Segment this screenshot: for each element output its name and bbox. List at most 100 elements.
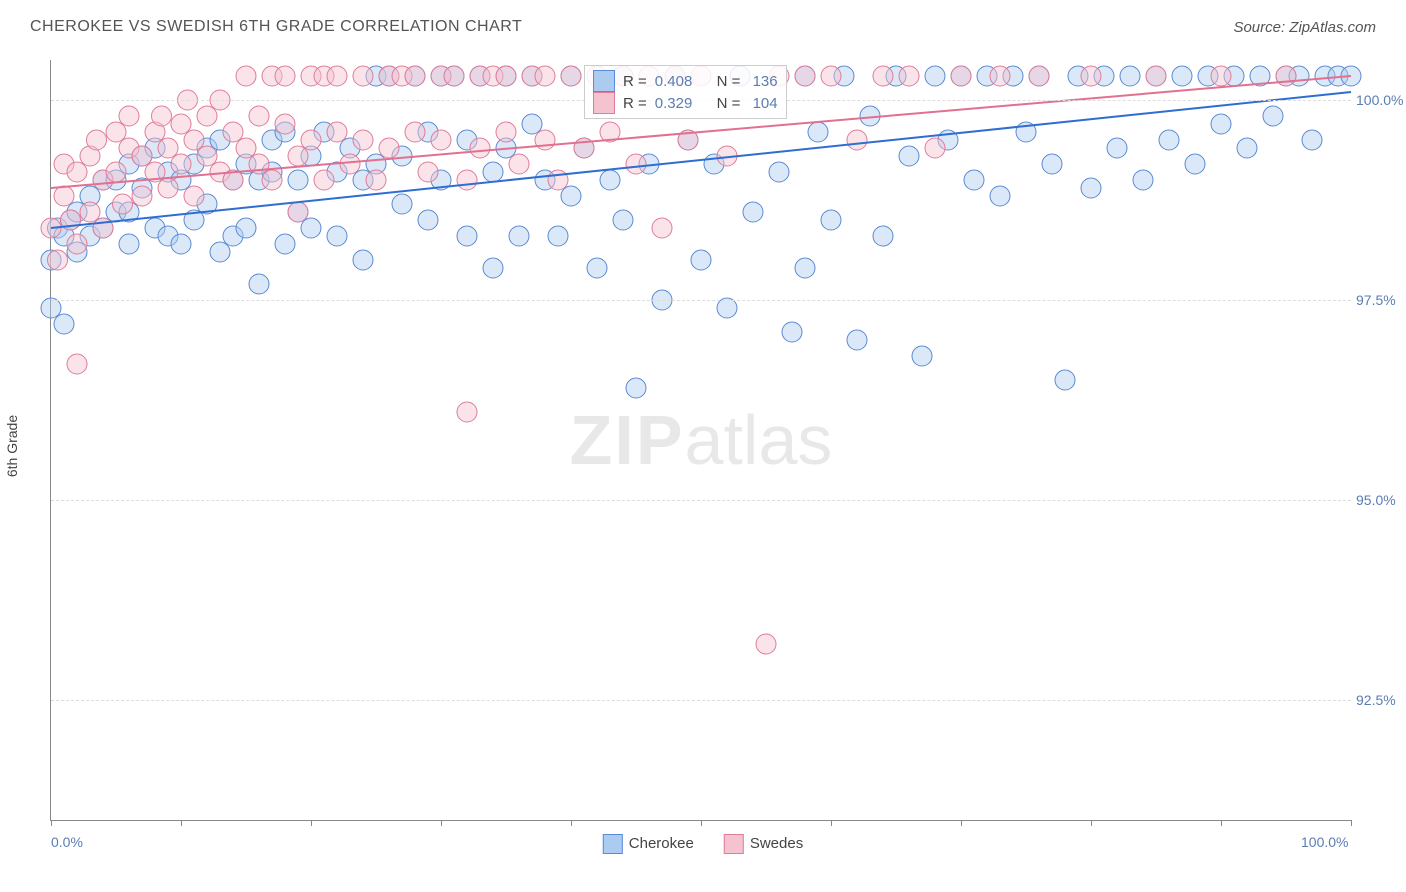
data-point [990, 66, 1010, 86]
data-point [1211, 66, 1231, 86]
data-point [1133, 170, 1153, 190]
data-point [275, 234, 295, 254]
data-point [457, 170, 477, 190]
stats-row: R =0.408 N = 136 [593, 70, 778, 92]
data-point [925, 66, 945, 86]
data-point [1211, 114, 1231, 134]
x-tick [311, 820, 312, 826]
x-tick-label: 0.0% [51, 834, 83, 850]
x-tick [181, 820, 182, 826]
data-point [795, 66, 815, 86]
data-point [535, 66, 555, 86]
data-point [353, 130, 373, 150]
data-point [470, 138, 490, 158]
data-point [444, 66, 464, 86]
data-point [600, 170, 620, 190]
stat-n-label: N = [717, 95, 741, 112]
stat-n-label: N = [717, 73, 741, 90]
data-point [158, 178, 178, 198]
data-point [1263, 106, 1283, 126]
data-point [1081, 178, 1101, 198]
data-point [1172, 66, 1192, 86]
stats-swatch [593, 70, 615, 92]
plot-area: ZIPatlas 92.5%95.0%97.5%100.0%0.0%100.0%… [50, 60, 1351, 821]
data-point [67, 234, 87, 254]
data-point [1237, 138, 1257, 158]
data-point [743, 202, 763, 222]
data-point [249, 106, 269, 126]
x-tick [571, 820, 572, 826]
data-point [821, 66, 841, 86]
data-point [418, 162, 438, 182]
data-point [951, 66, 971, 86]
data-point [873, 66, 893, 86]
stats-swatch [593, 92, 615, 114]
data-point [1029, 66, 1049, 86]
data-point [1120, 66, 1140, 86]
y-tick-label: 92.5% [1356, 692, 1406, 708]
data-point [184, 186, 204, 206]
y-tick-label: 100.0% [1356, 92, 1406, 108]
data-point [54, 314, 74, 334]
legend-label: Cherokee [629, 835, 694, 852]
legend-item: Cherokee [603, 834, 694, 854]
data-point [483, 162, 503, 182]
data-point [899, 66, 919, 86]
data-point [262, 170, 282, 190]
bottom-legend: Cherokee Swedes [603, 834, 803, 854]
legend-item: Swedes [724, 834, 803, 854]
data-point [548, 170, 568, 190]
data-point [171, 234, 191, 254]
data-point [1302, 130, 1322, 150]
data-point [41, 298, 61, 318]
x-tick [1351, 820, 1352, 826]
data-point [288, 170, 308, 190]
data-point [1055, 370, 1075, 390]
data-point [236, 218, 256, 238]
data-point [119, 106, 139, 126]
data-point [847, 130, 867, 150]
data-point [80, 202, 100, 222]
data-point [87, 130, 107, 150]
x-tick-label: 100.0% [1301, 834, 1348, 850]
data-point [249, 274, 269, 294]
data-point [353, 250, 373, 270]
data-point [197, 106, 217, 126]
data-point [158, 138, 178, 158]
data-point [808, 122, 828, 142]
data-point [301, 218, 321, 238]
x-tick [961, 820, 962, 826]
data-point [197, 146, 217, 166]
y-tick-label: 97.5% [1356, 292, 1406, 308]
data-point [522, 114, 542, 134]
x-tick [51, 820, 52, 826]
data-point [613, 210, 633, 230]
data-point [717, 298, 737, 318]
data-point [405, 122, 425, 142]
stat-r-label: R = [623, 95, 647, 112]
x-tick [441, 820, 442, 826]
legend-swatch [603, 834, 623, 854]
data-point [119, 234, 139, 254]
data-point [132, 186, 152, 206]
data-point [223, 122, 243, 142]
data-point [912, 346, 932, 366]
y-tick-label: 95.0% [1356, 492, 1406, 508]
data-point [561, 186, 581, 206]
data-point [691, 250, 711, 270]
data-point [457, 402, 477, 422]
data-point [925, 138, 945, 158]
data-point [418, 210, 438, 230]
data-point [379, 138, 399, 158]
data-point [1146, 66, 1166, 86]
data-point [873, 226, 893, 246]
x-tick [701, 820, 702, 826]
stats-box: R =0.408 N = 136R =0.329 N = 104 [584, 65, 787, 119]
data-point [327, 226, 347, 246]
data-point [769, 162, 789, 182]
data-point [847, 330, 867, 350]
data-point [171, 154, 191, 174]
data-point [1185, 154, 1205, 174]
data-point [171, 114, 191, 134]
data-point [275, 66, 295, 86]
